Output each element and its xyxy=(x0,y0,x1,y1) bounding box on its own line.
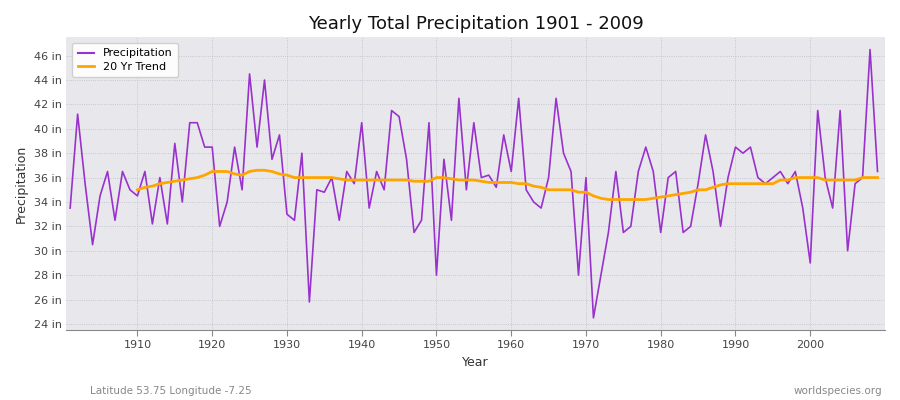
Text: worldspecies.org: worldspecies.org xyxy=(794,386,882,396)
Title: Yearly Total Precipitation 1901 - 2009: Yearly Total Precipitation 1901 - 2009 xyxy=(308,15,644,33)
Y-axis label: Precipitation: Precipitation xyxy=(15,144,28,223)
Legend: Precipitation, 20 Yr Trend: Precipitation, 20 Yr Trend xyxy=(72,43,178,77)
Text: Latitude 53.75 Longitude -7.25: Latitude 53.75 Longitude -7.25 xyxy=(90,386,252,396)
X-axis label: Year: Year xyxy=(463,356,489,369)
